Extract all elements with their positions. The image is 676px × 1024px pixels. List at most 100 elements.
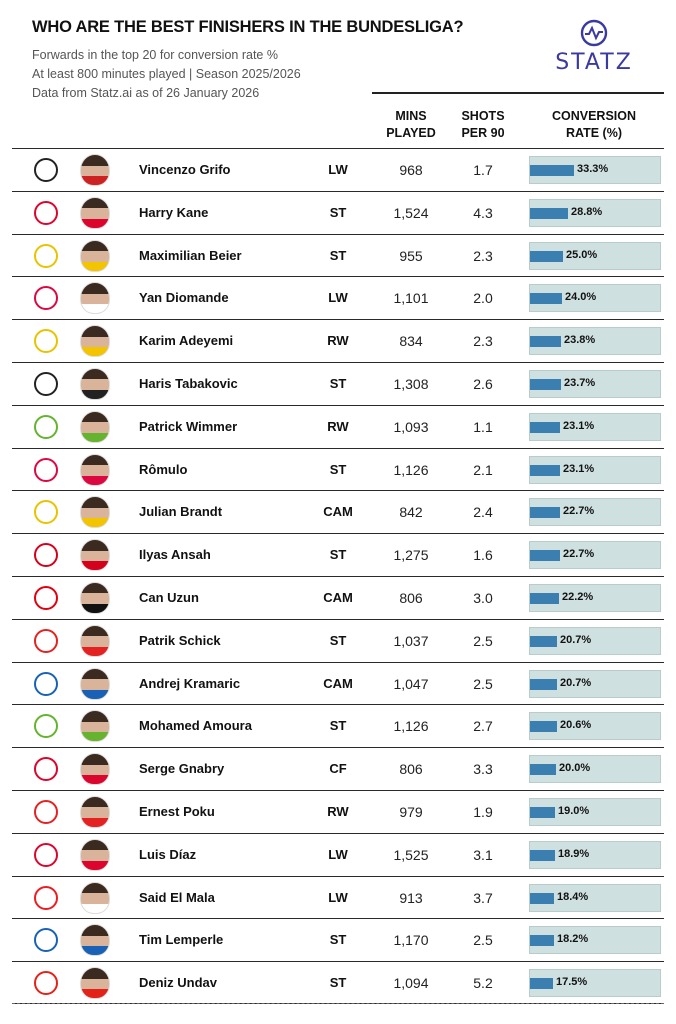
minutes-played: 979 (399, 803, 423, 820)
shots-per-90: 3.1 (473, 846, 493, 863)
conversion-bar-track: 23.7% (529, 369, 661, 398)
player-position: RW (327, 418, 349, 434)
player-position: ST (329, 375, 347, 391)
subtitle-line-2: At least 800 minutes played | Season 202… (32, 67, 301, 81)
club-crest-shape (34, 414, 58, 439)
table-row: Patrick Wimmer RW 1,093 1.1 23.1% (12, 404, 664, 448)
conversion-bar-track: 22.7% (529, 541, 661, 570)
player-position: RW (327, 333, 349, 349)
conversion-bar (530, 592, 559, 604)
shots-per-90: 1.7 (473, 162, 493, 178)
table-row: Luis Díaz LW 1,525 3.1 18.9% (12, 832, 664, 876)
table-row: Can Uzun CAM 806 3.0 22.2% (12, 575, 664, 619)
avatar-hair (81, 882, 109, 894)
table-row: Tim Lemperle ST 1,170 2.5 18.2% (12, 918, 664, 961)
player-position: ST (329, 632, 347, 648)
conversion-bar (530, 935, 554, 947)
avatar-hair (81, 754, 109, 765)
player-position: LW (328, 162, 348, 177)
avatar-hair (81, 497, 109, 508)
minutes-played: 834 (399, 333, 423, 350)
avatar-shirt (81, 689, 109, 699)
minutes-played: 806 (399, 589, 423, 606)
player-name: Can Uzun (139, 589, 199, 605)
conversion-label: 19.0% (558, 804, 590, 817)
player-position: ST (329, 932, 347, 948)
minutes-played: 968 (399, 162, 423, 178)
minutes-played: 913 (399, 889, 423, 906)
club-crest-icon (32, 841, 60, 869)
club-crest-icon (32, 755, 60, 783)
minutes-played: 1,094 (393, 975, 429, 992)
player-name: Haris Tabakovic (139, 375, 238, 391)
conversion-label: 33.3% (577, 163, 609, 175)
avatar-shirt (81, 946, 109, 956)
col-header-shots-line2: PER 90 (461, 126, 505, 140)
club-crest-shape (34, 286, 58, 311)
club-crest-shape (34, 457, 58, 482)
player-name: Ernest Poku (139, 803, 215, 819)
club-crest-shape (34, 500, 58, 525)
player-position: CAM (323, 589, 353, 605)
player-name: Deniz Undav (139, 975, 218, 991)
col-header-shots-line1: SHOTS (461, 109, 505, 123)
conversion-label: 22.7% (563, 548, 595, 561)
club-crest-shape (34, 585, 58, 610)
player-avatar (80, 838, 110, 871)
player-avatar (80, 881, 110, 914)
conversion-bar-track: 18.9% (529, 840, 661, 869)
col-header-conv-line1: CONVERSION (551, 109, 637, 123)
conversion-bar (530, 678, 557, 690)
conversion-bar (530, 421, 560, 433)
player-position: RW (327, 803, 349, 819)
subtitle-line-1: Forwards in the top 20 for conversion ra… (32, 48, 278, 62)
player-name: Serge Gnabry (139, 761, 225, 777)
finishers-table: Vincenzo Grifo LW 968 1.7 33.3% Harry Kane ST 1… (12, 148, 664, 1004)
col-header-conversion: CONVERSION RATE (%) (524, 108, 664, 142)
player-position: ST (329, 718, 347, 734)
club-crest-shape (34, 842, 58, 867)
conversion-label: 24.0% (565, 291, 597, 304)
conversion-bar (530, 293, 562, 305)
club-crest-icon (32, 413, 60, 441)
avatar-shirt (81, 817, 109, 827)
conversion-label: 23.7% (564, 376, 596, 389)
shots-per-90: 3.3 (473, 761, 493, 778)
shots-per-90: 1.6 (473, 547, 493, 564)
avatar-hair (81, 839, 109, 851)
club-crest-shape (34, 243, 58, 268)
avatar-hair (81, 625, 109, 637)
col-header-mins-line2: PLAYED (386, 126, 436, 140)
player-position: CAM (323, 675, 353, 691)
conversion-bar (530, 892, 554, 904)
player-position: CAM (323, 504, 353, 520)
conversion-bar (530, 806, 555, 818)
avatar-shirt (81, 775, 109, 785)
avatar-hair (81, 968, 109, 979)
conversion-label: 18.2% (557, 933, 589, 946)
conversion-bar-track: 28.8% (529, 198, 661, 227)
avatar-hair (81, 711, 109, 722)
conversion-bar (530, 764, 556, 776)
player-name: Andrej Kramaric (139, 675, 241, 691)
player-name: Said El Mala (139, 889, 215, 905)
player-position: ST (329, 247, 347, 263)
conversion-label: 28.8% (571, 205, 603, 218)
player-avatar (80, 795, 110, 828)
club-crest-icon (32, 370, 60, 398)
header: WHO ARE THE BEST FINISHERS IN THE BUNDES… (32, 18, 644, 108)
player-avatar (80, 624, 110, 657)
avatar-hair (81, 240, 109, 252)
player-name: Tim Lemperle (139, 932, 224, 948)
player-avatar (80, 924, 110, 957)
conversion-label: 20.7% (560, 676, 592, 689)
player-position: CF (329, 761, 347, 777)
statz-wave-icon (580, 19, 608, 47)
avatar-shirt (81, 261, 109, 271)
minutes-played: 1,047 (393, 675, 429, 692)
table-row: Serge Gnabry CF 806 3.3 20.0% (12, 747, 664, 790)
avatar-hair (81, 368, 109, 380)
avatar-shirt (81, 475, 109, 485)
player-avatar (80, 325, 110, 358)
shots-per-90: 1.9 (473, 803, 493, 820)
